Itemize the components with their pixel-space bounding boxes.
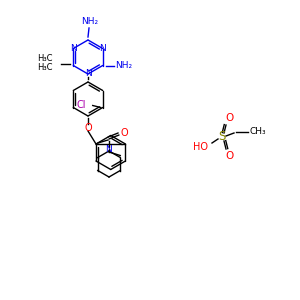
Text: HO: HO (193, 142, 208, 152)
Text: O: O (120, 128, 128, 138)
Text: O: O (225, 151, 233, 161)
Text: N: N (70, 44, 77, 53)
Text: O: O (225, 113, 233, 123)
Text: NH₂: NH₂ (81, 16, 99, 26)
Text: NH₂: NH₂ (115, 61, 132, 70)
Text: CH₃: CH₃ (250, 128, 266, 136)
Text: Cl: Cl (77, 100, 86, 110)
Text: N: N (99, 44, 106, 53)
Text: N: N (106, 146, 112, 154)
Text: H₃C: H₃C (38, 63, 53, 72)
Text: O: O (84, 123, 92, 133)
Text: H₃C: H₃C (38, 54, 53, 63)
Text: S: S (218, 130, 226, 143)
Text: N: N (85, 70, 92, 79)
